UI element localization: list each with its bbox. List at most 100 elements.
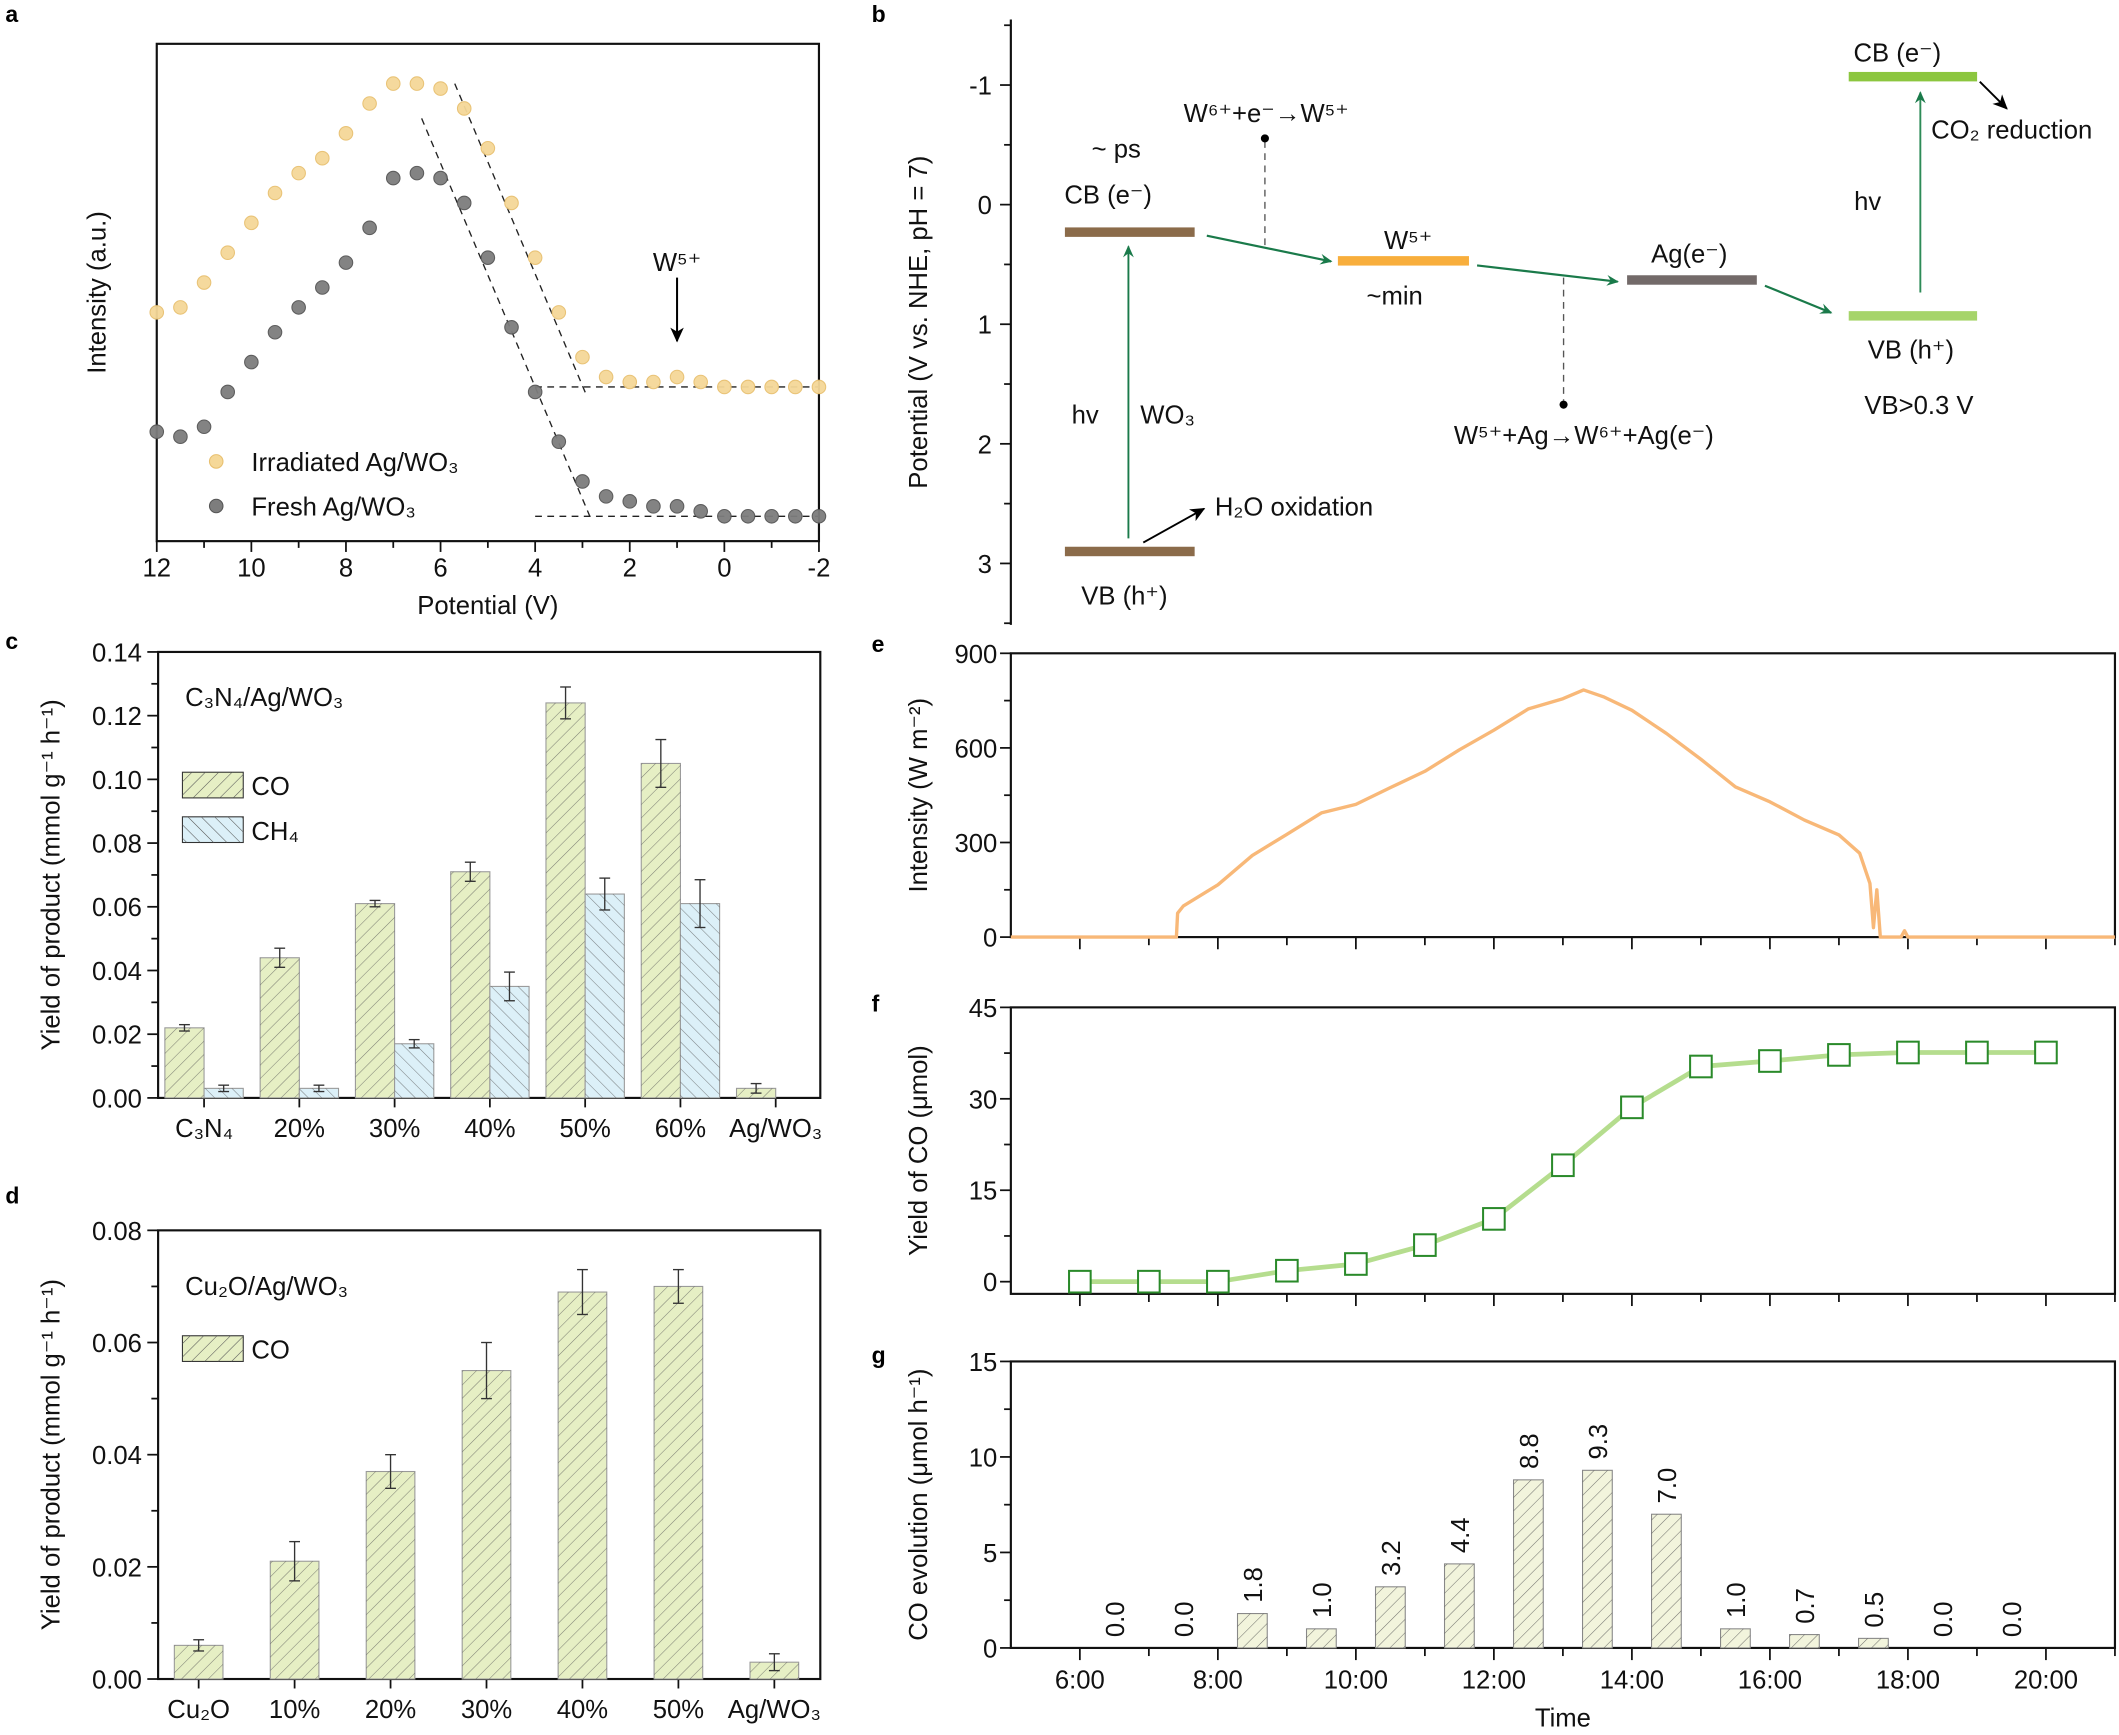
y-axis-label: Potential (V vs. NHE, pH = 7) [905,156,933,489]
x-tick-label: 16:00 [1738,1666,1802,1694]
data-point [504,195,519,211]
data-label: 0.0 [1999,1601,2027,1637]
data-label: 1.8 [1240,1567,1268,1603]
reaction-label: W⁵⁺+Ag→W⁶⁺+Ag(e⁻) [1454,422,1714,450]
data-point [740,508,756,524]
x-axis-label: Time [1535,1704,1591,1732]
data-point [244,354,259,370]
data-label: 0.0 [1930,1601,1958,1637]
x-axis-label: Potential (V) [417,592,558,620]
data-point [196,275,212,290]
data-point [149,424,165,440]
data-point [646,499,661,514]
x-tick-label: 40% [557,1696,608,1724]
bar-hatch [1720,1628,1751,1648]
legend-label: CO [251,1337,289,1365]
legend-hatch [182,816,244,843]
dot [1559,400,1568,409]
y-tick-label: 0.00 [92,1085,142,1113]
data-point [385,76,401,91]
bar-hatch [260,957,300,1098]
x-tick-label: Ag/WO₃ [728,1696,821,1724]
data-point [575,474,590,489]
data-point [385,170,401,186]
annotation-label: W⁵⁺ [653,249,701,277]
data-point [267,185,283,201]
bar-hatch [462,1370,511,1680]
y-axis-label: Intensity (a.u.) [83,211,111,374]
data-point [740,379,756,395]
level-label: VB (h⁺) [1081,583,1167,611]
data-point [196,419,212,435]
data-point [291,165,306,181]
data-point [504,319,519,335]
x-tick-label: 20% [274,1115,325,1143]
reduction-arrow [1979,80,2008,110]
data-label: 9.3 [1585,1424,1613,1460]
y-axis-label: Yield of product (mmol g⁻¹ h⁻¹) [37,699,65,1050]
x-tick-label: 50% [559,1115,610,1143]
data-point [149,305,165,320]
legend-label: CH₄ [251,818,299,846]
data-point [244,215,259,231]
data-label: 0.0 [1171,1601,1199,1637]
data-point [456,101,472,116]
y-tick-label: 0.04 [92,958,142,986]
timescale-label: ~min [1366,283,1422,311]
tangent-line [454,83,588,398]
y-tick-label: 1 [978,312,992,340]
data-marker [1413,1233,1437,1257]
process-label: CO₂ reduction [1931,116,2092,144]
bar-hatch [1582,1470,1613,1648]
data-point [338,255,354,270]
y-tick-label: 10 [969,1444,998,1472]
energy-level-right_cb [1848,71,1978,82]
data-label: 0.5 [1861,1592,1889,1628]
y-tick-label: 0.06 [92,1330,142,1358]
x-tick-label: Cu₂O [167,1696,230,1724]
bar-hatch [1651,1514,1682,1648]
data-point [315,280,330,295]
chart-title: C₃N₄/Ag/WO₃ [185,684,343,712]
energy-level-ag [1627,275,1757,285]
data-marker [1344,1252,1368,1276]
y-axis-label: Yield of CO (μmol) [905,1045,933,1256]
y-tick-label: 3 [978,551,992,579]
plot-frame [1009,652,2117,939]
data-label: 8.8 [1516,1433,1544,1469]
y-axis-label: CO evolution (μmol h⁻¹) [905,1369,933,1641]
level-label: W⁵⁺ [1384,227,1432,255]
x-tick-label: 40% [464,1115,515,1143]
x-tick-label: 8 [339,554,353,582]
x-tick-label: 6 [433,554,447,582]
data-point [433,170,448,186]
panel-letter-a: a [5,1,18,27]
x-tick-label: 12 [142,554,171,582]
data-point [764,379,779,395]
legend-marker [208,498,224,514]
legend-label: Fresh Ag/WO₃ [251,493,415,521]
bar-hatch [394,1043,434,1098]
transfer-arrow [1476,264,1619,286]
bar-hatch [450,871,490,1098]
y-tick-label: 0.14 [92,639,142,667]
x-tick-label: 6:00 [1055,1666,1105,1694]
bar-hatch [1375,1586,1406,1648]
bar-hatch [1237,1613,1268,1648]
x-tick-label: 8:00 [1193,1666,1243,1694]
data-marker [1620,1095,1644,1120]
data-marker [1068,1269,1092,1294]
data-point [575,349,590,365]
x-tick-label: 12:00 [1462,1666,1526,1694]
y-tick-label: 15 [969,1349,998,1377]
y-tick-label: 2 [978,431,992,459]
legend-label: CO [251,773,289,801]
bar-hatch [1444,1563,1475,1648]
data-label: 0.7 [1792,1588,1820,1624]
data-marker [1758,1049,1782,1073]
material-label: WO₃ [1140,402,1195,430]
data-point [409,76,425,91]
data-point [669,499,685,514]
photon-label: hv [1072,402,1099,430]
y-tick-label: 45 [969,995,998,1023]
